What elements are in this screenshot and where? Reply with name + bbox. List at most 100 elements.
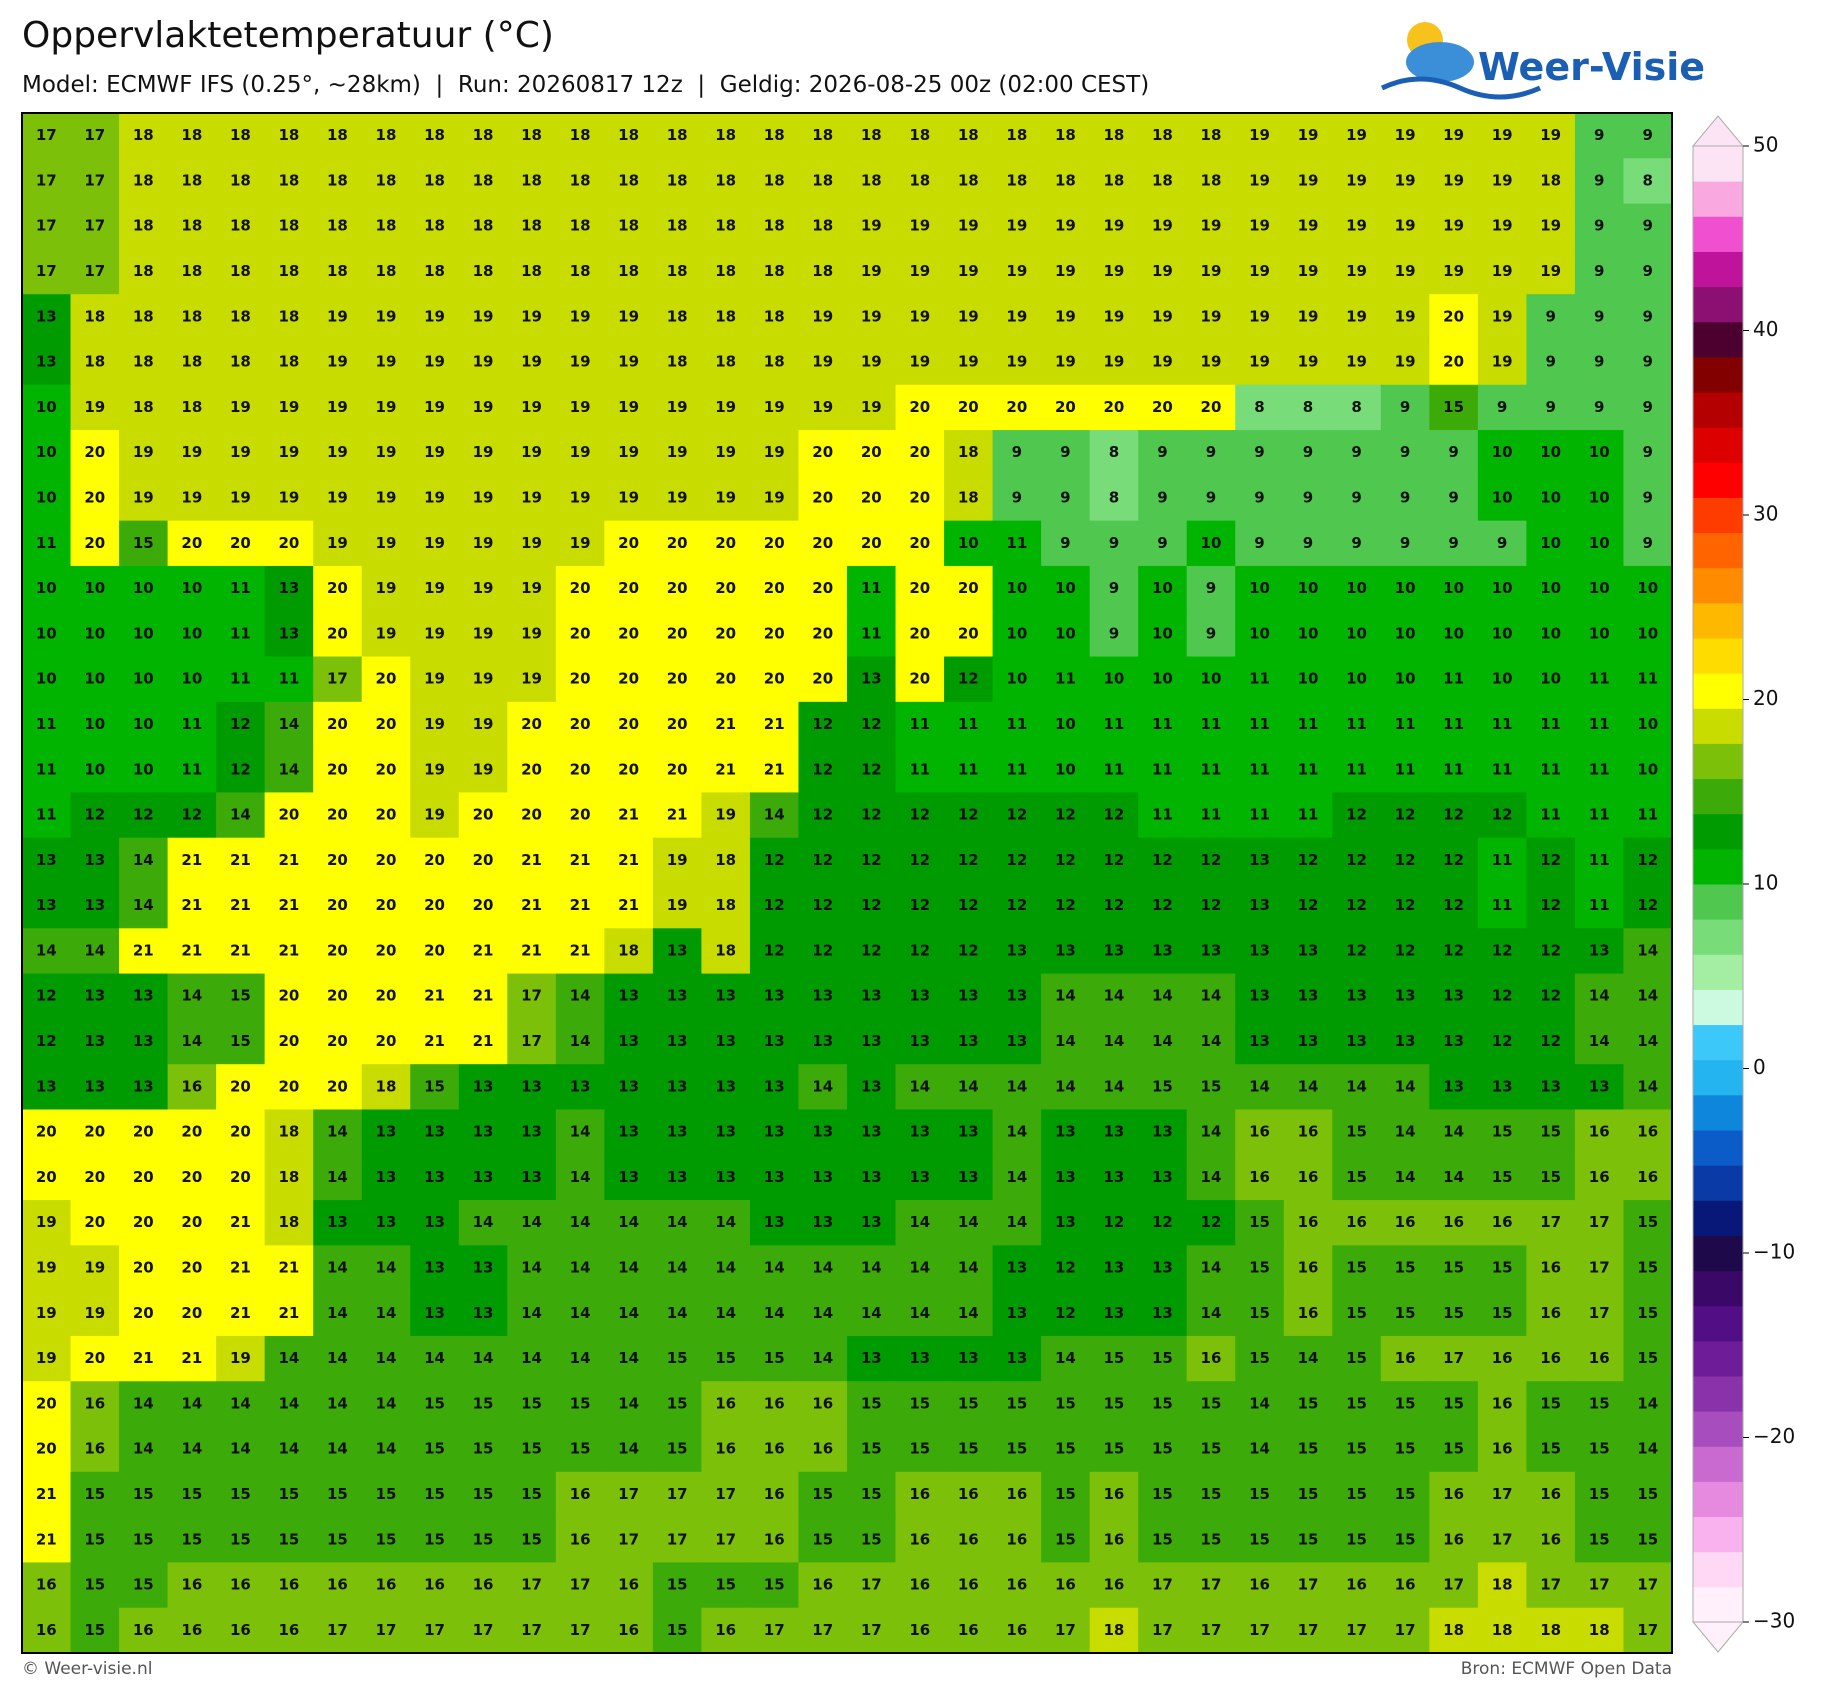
temperature-label: 10 <box>1249 579 1270 597</box>
temperature-cell <box>1332 520 1382 567</box>
temperature-cell <box>216 565 266 612</box>
temperature-cell <box>555 158 605 205</box>
temperature-cell <box>507 928 557 975</box>
temperature-label: 10 <box>1540 489 1561 507</box>
temperature-label: 13 <box>1443 1032 1464 1050</box>
temperature-label: 14 <box>570 1213 591 1231</box>
temperature-label: 14 <box>570 987 591 1005</box>
temperature-label: 14 <box>1589 1032 1610 1050</box>
temperature-label: 20 <box>1443 307 1464 325</box>
temperature-label: 13 <box>618 1168 639 1186</box>
temperature-cell <box>1429 294 1479 341</box>
temperature-cell <box>1574 883 1625 929</box>
temperature-cell <box>458 1018 508 1065</box>
temperature-cell <box>458 520 508 567</box>
temperature-label: 20 <box>327 941 348 959</box>
temperature-cell <box>652 701 703 748</box>
temperature-cell <box>1089 1154 1139 1201</box>
temperature-cell <box>1477 475 1528 522</box>
temperature-cell <box>1041 203 1091 250</box>
temperature-label: 19 <box>1055 262 1076 280</box>
temperature-label: 14 <box>327 1259 348 1277</box>
temperature-cell <box>70 973 120 1020</box>
temperature-cell <box>701 747 751 794</box>
temperature-label: 14 <box>1637 987 1658 1005</box>
temperature-cell <box>410 1290 460 1337</box>
temperature-cell <box>1623 339 1673 386</box>
temperature-label: 19 <box>376 579 397 597</box>
temperature-label: 15 <box>521 1485 542 1503</box>
temperature-label: 17 <box>667 1485 688 1503</box>
temperature-cell <box>313 611 363 658</box>
temperature-cell <box>167 1154 217 1201</box>
temperature-label: 13 <box>812 1032 833 1050</box>
temperature-cell <box>167 339 217 386</box>
temperature-cell <box>1332 928 1382 975</box>
temperature-cell <box>1574 1245 1625 1292</box>
temperature-label: 10 <box>84 624 105 642</box>
temperature-label: 18 <box>1055 171 1076 189</box>
temperature-cell <box>1574 837 1625 884</box>
temperature-cell <box>216 883 266 929</box>
temperature-label: 17 <box>473 1621 494 1639</box>
temperature-cell <box>119 113 169 159</box>
temperature-cell <box>652 611 703 658</box>
temperature-label: 13 <box>1298 1032 1319 1050</box>
temperature-cell <box>216 973 266 1020</box>
temperature-label: 11 <box>1346 715 1367 733</box>
temperature-cell <box>1477 384 1528 431</box>
temperature-label: 19 <box>1103 307 1124 325</box>
temperature-cell <box>1477 1064 1528 1111</box>
temperature-cell <box>895 565 945 612</box>
temperature-cell <box>1041 158 1091 205</box>
temperature-cell <box>1283 1154 1333 1201</box>
temperature-cell <box>701 611 751 658</box>
temperature-label: 10 <box>36 489 57 507</box>
temperature-label: 16 <box>1006 1576 1027 1594</box>
temperature-cell <box>119 1064 169 1111</box>
temperature-label: 12 <box>812 896 833 914</box>
temperature-cell <box>1235 1109 1285 1156</box>
temperature-label: 21 <box>424 987 445 1005</box>
temperature-label: 13 <box>909 1349 930 1367</box>
temperature-label: 11 <box>958 715 979 733</box>
temperature-cell <box>652 430 703 476</box>
temperature-cell <box>22 565 72 612</box>
temperature-label: 14 <box>181 1394 202 1412</box>
temperature-label: 15 <box>181 1530 202 1548</box>
temperature-label: 21 <box>181 941 202 959</box>
temperature-cell <box>216 1335 266 1382</box>
temperature-cell <box>458 1245 508 1292</box>
temperature-cell <box>410 611 460 658</box>
temperature-label: 19 <box>473 715 494 733</box>
logo-wave <box>1380 76 1542 100</box>
temperature-label: 19 <box>424 670 445 688</box>
temperature-cell <box>70 248 120 295</box>
temperature-label: 19 <box>36 1304 57 1322</box>
temperature-cell <box>1041 928 1091 975</box>
temperature-label: 14 <box>84 941 105 959</box>
temperature-cell <box>119 294 169 341</box>
temperature-label: 10 <box>1637 760 1658 778</box>
temperature-label: 19 <box>327 443 348 461</box>
temperature-label: 19 <box>812 307 833 325</box>
temperature-label: 14 <box>473 1213 494 1231</box>
temperature-label: 13 <box>133 1032 154 1050</box>
temperature-label: 11 <box>1443 715 1464 733</box>
temperature-cell <box>1235 113 1285 159</box>
temperature-label: 15 <box>1346 1304 1367 1322</box>
temperature-cell <box>944 792 994 839</box>
temperature-cell <box>749 475 800 522</box>
temperature-label: 11 <box>1540 715 1561 733</box>
temperature-label: 14 <box>1395 1168 1416 1186</box>
temperature-label: 21 <box>570 851 591 869</box>
temperature-label: 15 <box>230 1032 251 1050</box>
temperature-label: 9 <box>1643 398 1653 416</box>
temperature-cell <box>944 384 994 431</box>
temperature-label: 17 <box>1443 1349 1464 1367</box>
temperature-label: 21 <box>618 896 639 914</box>
temperature-cell <box>458 1109 508 1156</box>
temperature-label: 14 <box>278 1394 299 1412</box>
